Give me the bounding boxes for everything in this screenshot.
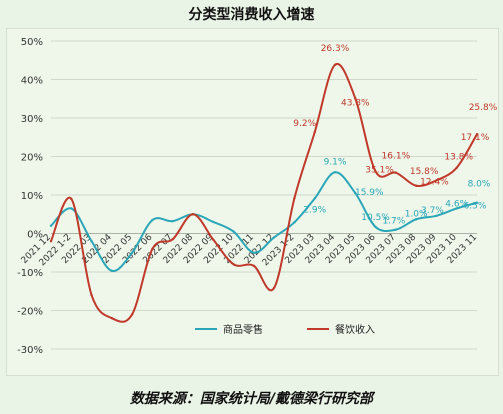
data-point <box>252 251 256 254</box>
data-point <box>313 131 316 134</box>
y-tick-label: 0% <box>27 230 43 241</box>
data-point <box>70 197 73 201</box>
retail-data-label: 8.0% <box>468 180 491 190</box>
y-tick-label: 50% <box>21 37 43 48</box>
data-point <box>455 166 458 169</box>
retail-data-label: 9.1% <box>324 157 347 167</box>
catering-data-label: 9.2% <box>293 119 316 129</box>
data-point <box>110 317 114 320</box>
data-point <box>151 218 154 222</box>
data-point <box>272 286 276 289</box>
data-point <box>70 207 73 210</box>
data-point <box>293 221 296 224</box>
catering-data-label: 35.1% <box>365 166 394 176</box>
y-tick-label: 20% <box>21 153 43 164</box>
y-tick-label: -30% <box>17 345 43 356</box>
data-point <box>354 97 357 100</box>
data-point <box>191 213 195 216</box>
data-point <box>151 247 154 251</box>
catering-data-label: 43.8% <box>341 98 370 108</box>
legend-retail-label: 商品零售 <box>223 323 263 336</box>
catering-data-label: 25.8% <box>469 103 498 113</box>
data-point <box>130 251 134 254</box>
data-point <box>374 225 377 229</box>
y-tick-label: 30% <box>21 114 43 125</box>
legend-catering-label: 餐饮收入 <box>335 323 375 336</box>
retail-data-label: 1.7% <box>382 217 405 227</box>
catering-data-label: 15.8% <box>410 167 439 177</box>
data-point <box>212 220 215 224</box>
data-point <box>171 219 174 223</box>
data-point <box>435 179 438 182</box>
data-point <box>414 184 418 187</box>
chart-title: 分类型消费收入增速 <box>188 7 315 23</box>
data-point <box>49 224 53 227</box>
data-point <box>333 171 337 174</box>
y-tick-label: -20% <box>17 307 43 318</box>
data-point <box>232 263 235 266</box>
catering-series-line <box>50 62 478 323</box>
line-chart: -30%-20%-10%0%10%20%30%40%50%2021 122022… <box>17 37 498 356</box>
catering-data-label: 17.1% <box>461 133 490 143</box>
data-point <box>252 264 256 268</box>
data-point <box>475 201 479 204</box>
data-point <box>455 207 458 210</box>
retail-data-label: 1.0% <box>405 209 428 219</box>
retail-data-label: 4.6% <box>445 199 468 209</box>
data-source-note: 数据来源：国家统计局/戴德梁行研究部 <box>129 391 374 407</box>
retail-data-label: 6.5% <box>464 202 487 212</box>
data-point <box>333 63 337 67</box>
data-point <box>212 238 215 241</box>
y-tick-label: 10% <box>21 191 43 202</box>
catering-data-label: 26.3% <box>321 44 350 54</box>
data-point <box>90 240 93 243</box>
retail-series-line <box>50 171 478 272</box>
data-point <box>232 230 235 233</box>
data-point <box>394 171 398 174</box>
chart-panel: -30% -20% -10% 0% 10% 20% 30% 40% 50% 2021 12 2022… <box>6 28 499 376</box>
data-point <box>475 132 479 136</box>
retail-data-label: 2.9% <box>303 205 326 215</box>
data-point <box>171 238 174 241</box>
catering-data-label: 13.8% <box>444 153 473 163</box>
data-point <box>49 240 53 243</box>
data-point <box>435 214 438 217</box>
data-point <box>394 228 398 231</box>
retail-data-label: 15.9% <box>355 188 384 198</box>
data-point <box>313 197 316 200</box>
retail-data-label: 3.7% <box>421 206 444 216</box>
data-point <box>272 236 276 239</box>
y-tick-label: -10% <box>17 268 43 279</box>
data-point <box>90 293 93 297</box>
data-point <box>110 269 114 273</box>
data-point <box>130 313 134 316</box>
data-point <box>374 170 377 173</box>
y-tick-label: 40% <box>21 76 43 87</box>
catering-data-label: 16.1% <box>382 152 411 162</box>
retail-data-label: 10.5% <box>361 213 390 223</box>
data-point <box>354 191 357 195</box>
data-point <box>293 196 296 200</box>
data-point <box>414 218 418 221</box>
catering-data-label: 12.4% <box>420 177 449 187</box>
